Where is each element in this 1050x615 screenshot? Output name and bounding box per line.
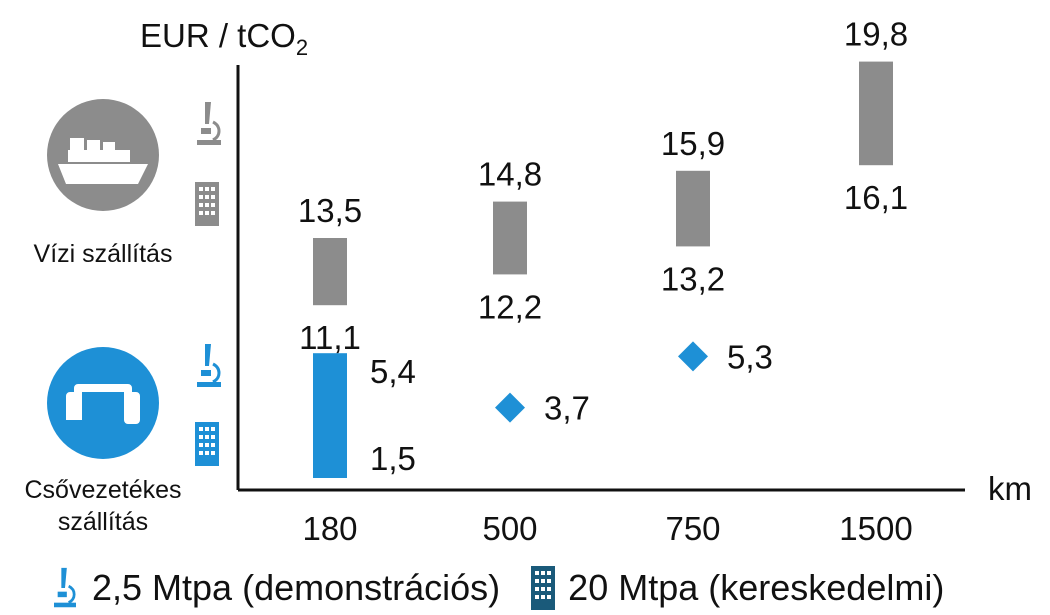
pipeline-icon xyxy=(47,347,159,459)
data-label-high: 5,4 xyxy=(370,353,416,390)
building-icon xyxy=(195,182,219,226)
data-label-high: 13,5 xyxy=(298,192,362,229)
legend-label-demo: 2,5 Mtpa (demonstrációs) xyxy=(92,567,501,608)
microscope-icon xyxy=(54,567,76,608)
group-label-water: Vízi szállítás xyxy=(34,240,173,268)
building-icon xyxy=(195,422,219,466)
legend-label-commercial: 20 Mtpa (kereskedelmi) xyxy=(568,567,945,608)
range-bar-water xyxy=(859,61,893,166)
chart: EUR / tCO2 km 180 500 750 1500 Vízi szál… xyxy=(24,16,1032,547)
chart-marks: 13,5 11,1 14,8 12,2 15,9 13,2 19,8 16,1 5,4 1,5 3,… xyxy=(298,16,908,478)
x-axis-label: km xyxy=(988,470,1032,507)
data-label-low: 12,2 xyxy=(478,288,542,325)
group-label-pipeline-line1: Csővezetékes xyxy=(24,476,181,504)
y-axis-label: EUR / tCO2 xyxy=(140,17,308,60)
x-tick-label: 750 xyxy=(665,510,720,547)
data-label-low: 16,1 xyxy=(844,179,908,216)
range-bar-water xyxy=(493,201,527,275)
building-icon xyxy=(531,566,556,610)
point-marker-pipeline xyxy=(495,392,525,423)
microscope-icon xyxy=(197,344,221,387)
range-bar-pipeline xyxy=(313,353,347,478)
data-label-low: 1,5 xyxy=(370,440,416,477)
range-bar-water xyxy=(676,170,710,247)
point-marker-pipeline xyxy=(678,341,708,372)
group-label-pipeline-line2: szállítás xyxy=(58,508,148,536)
data-label-point: 3,7 xyxy=(544,390,590,427)
range-bar-water xyxy=(313,238,347,306)
data-label-high: 15,9 xyxy=(661,125,725,162)
data-label-point: 5,3 xyxy=(727,338,773,375)
data-label-low: 11,1 xyxy=(299,319,361,356)
x-tick-label: 180 xyxy=(302,510,357,547)
legend: 2,5 Mtpa (demonstrációs) 20 Mtpa (keresk… xyxy=(50,563,944,613)
legend-item-demo: 2,5 Mtpa (demonstrációs) xyxy=(50,566,500,610)
microscope-icon xyxy=(197,102,221,145)
legend-item-commercial: 20 Mtpa (kereskedelmi) xyxy=(530,566,944,610)
data-label-high: 14,8 xyxy=(478,156,542,193)
ship-icon xyxy=(47,99,159,211)
data-label-high: 19,8 xyxy=(844,16,908,53)
x-tick-label: 1500 xyxy=(839,510,912,547)
data-label-low: 13,2 xyxy=(661,260,725,297)
x-tick-label: 500 xyxy=(482,510,537,547)
